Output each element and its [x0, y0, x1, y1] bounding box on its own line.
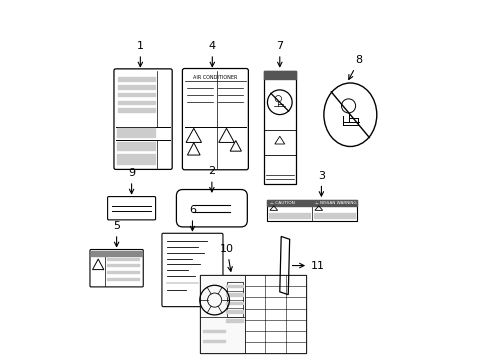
Bar	[264, 71, 295, 184]
Text: 10: 10	[220, 244, 234, 271]
Text: ⚠ NISSAN WARNING: ⚠ NISSAN WARNING	[314, 201, 355, 205]
Text: 1: 1	[137, 41, 143, 67]
FancyBboxPatch shape	[182, 68, 248, 170]
Text: 9: 9	[128, 168, 135, 194]
Text: 11: 11	[292, 261, 324, 271]
Text: 6: 6	[188, 205, 196, 231]
FancyBboxPatch shape	[90, 249, 143, 287]
FancyBboxPatch shape	[107, 197, 155, 220]
Bar	[200, 275, 244, 353]
Text: AIR CONDITIONER: AIR CONDITIONER	[193, 75, 237, 80]
Text: ⚠ CAUTION: ⚠ CAUTION	[270, 201, 295, 205]
Text: 8: 8	[348, 55, 362, 80]
Text: 5: 5	[113, 221, 120, 247]
FancyBboxPatch shape	[176, 189, 247, 227]
Text: 3: 3	[317, 171, 324, 196]
Bar	[200, 275, 305, 353]
FancyBboxPatch shape	[162, 233, 223, 307]
Bar	[226, 282, 242, 317]
Text: 2: 2	[208, 166, 215, 192]
FancyBboxPatch shape	[114, 69, 172, 170]
Bar	[267, 200, 357, 221]
Text: 7: 7	[276, 41, 283, 67]
Text: 4: 4	[208, 41, 215, 67]
Bar	[244, 275, 305, 353]
